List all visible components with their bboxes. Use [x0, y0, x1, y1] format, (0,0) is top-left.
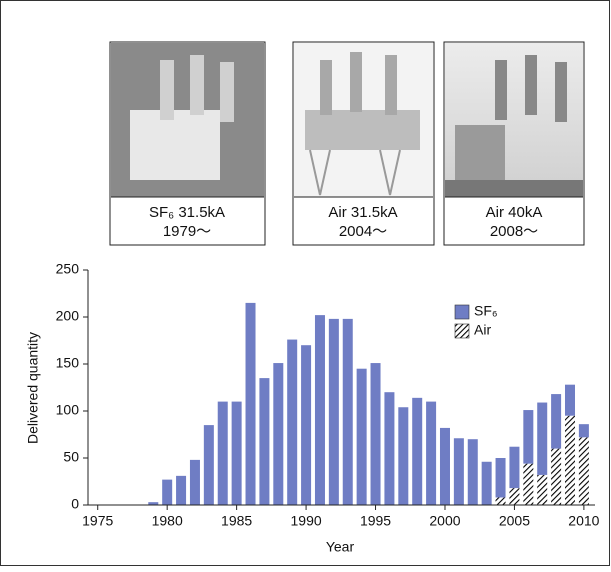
bar-segment	[468, 439, 478, 505]
legend-swatch	[455, 305, 469, 319]
bar-segment	[482, 462, 492, 505]
y-tick-label: 200	[56, 308, 80, 324]
y-axis-title: Delivered quantity	[25, 332, 41, 444]
photo-year: 2008～	[490, 223, 538, 240]
bar-segment	[371, 363, 381, 505]
bar-segment	[537, 403, 547, 475]
bar-segment	[246, 303, 256, 505]
bar-segment	[259, 378, 269, 505]
x-tick-label: 1985	[221, 513, 252, 529]
bar-segment	[287, 340, 297, 505]
bar-segment	[523, 464, 533, 505]
bar-segment	[565, 385, 575, 416]
bar-segment	[537, 475, 547, 505]
y-tick-label: 100	[56, 402, 80, 418]
bar-segment	[579, 424, 589, 437]
legend-label: SF₆	[474, 303, 498, 319]
photo-year: 1979～	[163, 223, 211, 240]
bar-segment	[204, 425, 214, 505]
x-tick-label: 2010	[568, 513, 599, 529]
x-tick-label: 1980	[152, 513, 183, 529]
bar-segment	[412, 398, 422, 505]
x-tick-label: 1990	[291, 513, 322, 529]
bar-segment	[329, 319, 339, 505]
x-axis-title: Year	[326, 539, 355, 555]
photo-caption: Air 40kA	[486, 204, 543, 221]
bar-segment	[454, 438, 464, 505]
x-tick-label: 2005	[499, 513, 530, 529]
bar-segment	[551, 394, 561, 449]
y-tick-label: 250	[56, 261, 80, 277]
bar-segment	[384, 392, 394, 505]
legend-label: Air	[474, 322, 491, 338]
bar-segment	[190, 460, 200, 505]
bar-segment	[162, 480, 172, 505]
photo-caption: SF₆ 31.5kA	[149, 204, 225, 221]
bar-segment	[343, 319, 353, 505]
x-tick-label: 1995	[360, 513, 391, 529]
bar-segment	[579, 437, 589, 505]
legend-swatch	[455, 324, 469, 338]
bar-segment	[565, 416, 575, 505]
bar-segment	[509, 488, 519, 505]
bar-segment	[496, 458, 506, 497]
x-tick-label: 1975	[82, 513, 113, 529]
y-tick-label: 150	[56, 355, 80, 371]
bar-segment	[218, 402, 228, 505]
photo-caption: Air 31.5kA	[328, 204, 397, 221]
bar-segment	[551, 449, 561, 505]
bar-segment	[176, 476, 186, 505]
bar-segment	[496, 497, 506, 505]
bar-segment	[523, 410, 533, 464]
photo-year: 2004～	[339, 223, 387, 240]
bar-segment	[426, 402, 436, 505]
bar-segment	[357, 369, 367, 505]
bar-segment	[273, 363, 283, 505]
x-tick-label: 2000	[429, 513, 460, 529]
figure: SF₆ 31.5kA 1979～ Air 31.5kA 2004～ Air 40…	[0, 0, 611, 567]
y-tick-label: 0	[71, 496, 79, 512]
y-tick-label: 50	[63, 449, 79, 465]
bar-segment	[440, 428, 450, 505]
bar-segment	[232, 402, 242, 505]
bar-segment	[398, 407, 408, 505]
bar-segment	[301, 345, 311, 505]
bar-segment	[315, 315, 325, 505]
bar-segment	[509, 447, 519, 488]
